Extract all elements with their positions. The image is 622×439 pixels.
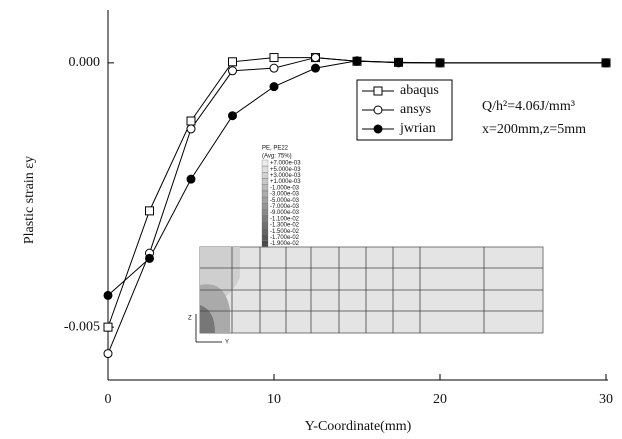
inset-legend: +7.000e-03+5.000e-03+3.000e-03+1.000e-03… bbox=[262, 160, 301, 247]
marker bbox=[229, 58, 237, 66]
marker bbox=[104, 323, 112, 331]
legend-marker bbox=[374, 87, 382, 95]
inset-swatch bbox=[262, 222, 268, 228]
inset-level: -9.000e-03 bbox=[270, 210, 300, 216]
inset-level: -1.700e-02 bbox=[270, 235, 300, 241]
x-axis-label: Y-Coordinate(mm) bbox=[305, 419, 412, 434]
inset-level: -1.500e-02 bbox=[270, 229, 300, 235]
marker bbox=[187, 125, 195, 133]
inset-swatch bbox=[262, 210, 268, 216]
inset-swatch bbox=[262, 179, 268, 185]
inset-axis-label: Z bbox=[188, 316, 192, 322]
inset-swatch bbox=[262, 191, 268, 197]
inset-axis-label: Y bbox=[225, 340, 229, 346]
inset-swatch bbox=[262, 185, 268, 191]
inset-swatch bbox=[262, 197, 268, 203]
marker bbox=[312, 64, 320, 72]
inset-level: +7.000e-03 bbox=[270, 161, 301, 167]
inset-level: -7.000e-03 bbox=[270, 204, 300, 210]
legend-label: jwrian bbox=[399, 121, 436, 136]
y-tick-label: 0.000 bbox=[69, 55, 101, 70]
marker bbox=[229, 112, 237, 120]
inset-swatch bbox=[262, 172, 268, 178]
legend-marker bbox=[374, 106, 382, 114]
inset-swatch bbox=[262, 228, 268, 234]
x-tick-label: 20 bbox=[433, 392, 447, 407]
inset-swatch bbox=[262, 234, 268, 240]
inset-level: -1.000e-03 bbox=[270, 185, 300, 191]
inset-level: -5.000e-03 bbox=[270, 198, 300, 204]
marker bbox=[229, 67, 237, 75]
legend-marker bbox=[374, 125, 382, 133]
y-axis-label: Plastic strain εy bbox=[22, 156, 37, 244]
marker bbox=[353, 57, 361, 65]
inset-swatch bbox=[262, 241, 268, 247]
marker bbox=[146, 207, 154, 215]
inset-level: +3.000e-03 bbox=[270, 173, 301, 179]
marker bbox=[270, 64, 278, 72]
inset-swatch bbox=[262, 160, 268, 166]
x-tick-label: 0 bbox=[105, 392, 112, 407]
inset-swatch bbox=[262, 216, 268, 222]
y-tick-label: -0.005 bbox=[64, 319, 100, 334]
chart: Z Y PE, PE22 (Avg: 75%) +7.000e-03+5.000… bbox=[0, 0, 622, 439]
marker bbox=[436, 59, 444, 67]
marker bbox=[312, 54, 320, 62]
x-tick-label: 30 bbox=[599, 392, 613, 407]
inset-swatch bbox=[262, 203, 268, 209]
fe-mesh bbox=[196, 247, 543, 342]
inset-swatch bbox=[262, 166, 268, 172]
annotation: x=200mm,z=5mm bbox=[482, 122, 586, 137]
inset-level: +5.000e-03 bbox=[270, 167, 301, 173]
x-tick-label: 10 bbox=[267, 392, 281, 407]
legend-label: abaqus bbox=[400, 83, 439, 98]
inset-level: -1.300e-02 bbox=[270, 223, 300, 229]
inset-subtitle: (Avg: 75%) bbox=[262, 154, 292, 160]
inset-title: PE, PE22 bbox=[262, 146, 289, 152]
marker bbox=[104, 350, 112, 358]
annotation: Q/h²=4.06J/mm³ bbox=[482, 99, 575, 114]
inset-level: +1.000e-03 bbox=[270, 179, 301, 185]
inset-level: -1.100e-02 bbox=[270, 216, 300, 222]
marker bbox=[146, 254, 154, 262]
inset-level: -3.000e-03 bbox=[270, 192, 300, 198]
marker bbox=[395, 59, 403, 67]
marker bbox=[187, 117, 195, 125]
marker bbox=[270, 83, 278, 91]
inset-level: -1.900e-02 bbox=[270, 241, 300, 247]
marker bbox=[602, 59, 610, 67]
marker bbox=[187, 175, 195, 183]
marker bbox=[270, 54, 278, 62]
marker bbox=[104, 291, 112, 299]
legend-label: ansys bbox=[400, 102, 431, 117]
